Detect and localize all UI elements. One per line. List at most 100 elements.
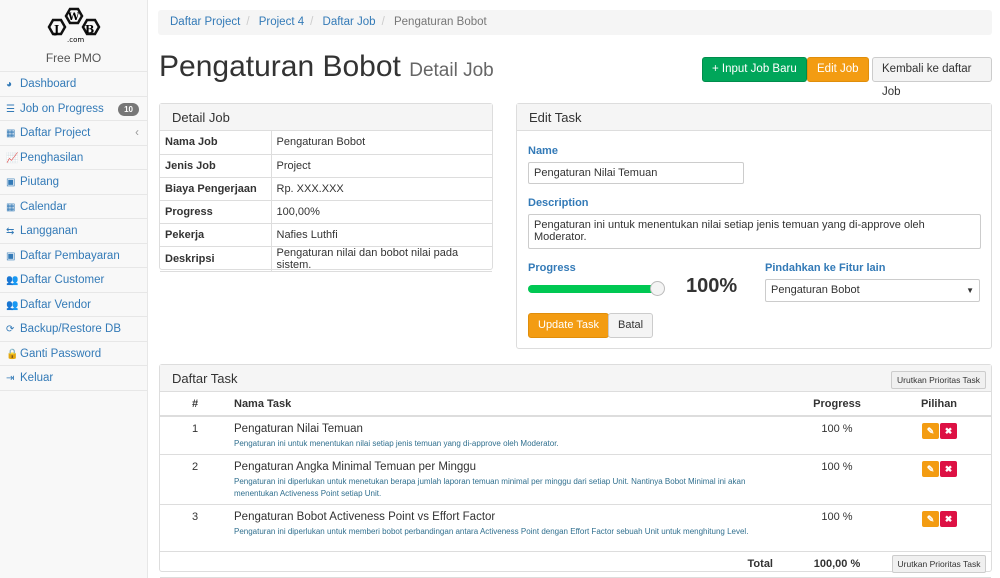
sidebar-item-backup-restore-db[interactable]: ⟳ Backup/Restore DB bbox=[0, 317, 147, 342]
count-badge: 10 bbox=[118, 102, 139, 116]
sidebar-item-label: Penghasilan bbox=[20, 151, 84, 164]
sidebar-item-job-on-progress[interactable]: ☰ Job on Progress 10 bbox=[0, 97, 147, 121]
dashboard-icon: ◕ bbox=[6, 79, 13, 90]
daftar-task-heading: Daftar Task bbox=[172, 371, 238, 386]
edit-task-panel: Edit Task Name Pengaturan Nilai Temuan D… bbox=[516, 103, 992, 349]
detail-job-panel: Detail Job Nama Job Pengaturan Bobot Jenis… bbox=[159, 103, 493, 272]
task-name: Pengaturan Nilai Temuan bbox=[234, 423, 363, 435]
sidebar-item-daftar-customer[interactable]: 👥 Daftar Customer bbox=[0, 268, 147, 293]
description-input[interactable]: Pengaturan ini untuk menentukan nilai se… bbox=[528, 214, 981, 249]
svg-text:J: J bbox=[53, 23, 59, 36]
move-feature-label: Pindahkan ke Fitur lain bbox=[765, 262, 886, 274]
edit-job-button[interactable]: Edit Job bbox=[807, 57, 869, 82]
task-progress: 100 % bbox=[787, 454, 887, 505]
detail-key: Nama Job bbox=[160, 131, 272, 155]
total-row: Total 100,00 % Urutkan Prioritas Task bbox=[160, 551, 991, 578]
sidebar-item-penghasilan[interactable]: 📈 Penghasilan bbox=[0, 146, 147, 170]
update-task-button[interactable]: Update Task bbox=[528, 313, 609, 338]
task-name: Pengaturan Angka Minimal Temuan per Ming… bbox=[234, 461, 477, 473]
table-icon: ▦ bbox=[6, 128, 16, 139]
name-label: Name bbox=[528, 145, 558, 157]
sidebar-item-dashboard[interactable]: ◕ Dashboard bbox=[0, 72, 147, 97]
delete-icon[interactable]: ✖ bbox=[940, 423, 957, 439]
detail-value: Project bbox=[271, 154, 492, 178]
progress-slider[interactable] bbox=[528, 281, 665, 296]
app-name: Free PMO bbox=[45, 51, 102, 65]
line-chart-icon: 📈 bbox=[6, 152, 19, 164]
tasks-icon: ☰ bbox=[6, 103, 15, 115]
col-pilihan: Pilihan bbox=[887, 392, 991, 417]
breadcrumb-current: Pengaturan Bobot bbox=[393, 16, 487, 28]
table-row: 3 Pengaturan Bobot Activeness Point vs Ef… bbox=[160, 504, 991, 552]
total-value: 100,00 % bbox=[787, 551, 887, 578]
edit-icon[interactable]: ✎ bbox=[922, 461, 939, 477]
logo[interactable]: J W B .com Free PMO bbox=[0, 0, 147, 72]
task-name: Pengaturan Bobot Activeness Point vs Eff… bbox=[234, 511, 496, 523]
chevron-left-icon[interactable]: ‹ bbox=[135, 127, 139, 139]
sidebar-item-label: Ganti Password bbox=[20, 347, 102, 360]
money-icon: ▣ bbox=[6, 177, 16, 188]
svg-text:W: W bbox=[67, 12, 80, 23]
sidebar-item-label: Daftar Pembayaran bbox=[20, 249, 120, 262]
sidebar-item-label: Job on Progress bbox=[20, 102, 104, 115]
task-number: 3 bbox=[160, 504, 230, 552]
progress-slider-fill bbox=[528, 285, 658, 293]
sidebar-item-label: Piutang bbox=[20, 176, 60, 188]
breadcrumb: Daftar Project / Project 4/ Daftar Job / P… bbox=[158, 10, 992, 35]
detail-value: Rp. XXX.XXX bbox=[271, 177, 492, 201]
lock-icon: 🔒 bbox=[6, 348, 19, 360]
sidebar-item-keluar[interactable]: ⇥ Keluar bbox=[0, 366, 147, 391]
svg-text:B: B bbox=[85, 23, 94, 36]
retweet-icon: ⇆ bbox=[6, 226, 15, 237]
progress-label: Progress bbox=[528, 262, 576, 274]
table-row: 1 Pengaturan Nilai Temuan Pengaturan ini u… bbox=[160, 416, 991, 455]
detail-value: Nafies Luthfi bbox=[271, 223, 492, 247]
sort-priority-button-bottom[interactable]: Urutkan Prioritas Task bbox=[891, 555, 987, 573]
sidebar-item-calendar[interactable]: ▦ Calendar bbox=[0, 195, 147, 219]
daftar-task-title: Daftar Task Urutkan Prioritas Task bbox=[160, 365, 991, 392]
col-nama-task: Nama Task bbox=[230, 392, 787, 417]
name-input[interactable]: Pengaturan Nilai Temuan bbox=[528, 162, 744, 184]
users-icon: 👥 bbox=[6, 275, 19, 286]
delete-icon[interactable]: ✖ bbox=[940, 511, 957, 527]
sidebar-item-daftar-pembayaran[interactable]: ▣ Daftar Pembayaran bbox=[0, 244, 147, 268]
sidebar-item-label: Keluar bbox=[20, 372, 54, 384]
sidebar-item-label: Backup/Restore DB bbox=[20, 323, 121, 335]
detail-value: 100,00% bbox=[271, 200, 492, 224]
table-row: 2 Pengaturan Angka Minimal Temuan per Min… bbox=[160, 454, 991, 505]
task-description: Pengaturan ini diperlukan untuk menetuka… bbox=[234, 477, 746, 498]
sidebar-item-label: Calendar bbox=[20, 200, 67, 213]
progress-slider-handle[interactable] bbox=[650, 281, 665, 296]
caret-down-icon: ▼ bbox=[966, 286, 974, 295]
task-description: Pengaturan ini untuk menentukan nilai se… bbox=[234, 439, 559, 448]
calendar-icon: ▦ bbox=[6, 201, 16, 213]
sidebar-item-langganan[interactable]: ⇆ Langganan bbox=[0, 219, 147, 244]
batal-button[interactable]: Batal bbox=[608, 313, 654, 338]
sidebar-item-label: Daftar Vendor bbox=[20, 298, 91, 311]
sidebar-item-piutang[interactable]: ▣ Piutang bbox=[0, 170, 147, 195]
edit-icon[interactable]: ✎ bbox=[922, 423, 939, 439]
sidebar-item-label: Langganan bbox=[20, 225, 78, 237]
task-progress: 100 % bbox=[787, 504, 887, 552]
breadcrumb-project[interactable]: Project 4 bbox=[258, 16, 305, 28]
breadcrumb-daftar-job[interactable]: Daftar Job bbox=[322, 16, 376, 28]
breadcrumb-daftar-project[interactable]: Daftar Project bbox=[170, 16, 241, 28]
money-icon: ▣ bbox=[6, 250, 16, 262]
col-no: # bbox=[160, 392, 230, 417]
sort-priority-button-top[interactable]: Urutkan Prioritas Task bbox=[891, 371, 986, 389]
sidebar-item-daftar-vendor[interactable]: 👥 Daftar Vendor bbox=[0, 293, 147, 317]
page-subtitle: Detail Job bbox=[409, 60, 494, 81]
jwb-logo-icon: J W B .com bbox=[47, 7, 100, 44]
kembali-button[interactable]: Kembali ke daftar Job bbox=[872, 57, 992, 98]
delete-icon[interactable]: ✖ bbox=[940, 461, 957, 477]
detail-key: Deskripsi bbox=[160, 246, 272, 272]
sidebar-item-daftar-project[interactable]: ▦ Daftar Project ‹ bbox=[0, 121, 147, 146]
page-title: Pengaturan Bobot Detail Job bbox=[159, 50, 494, 84]
sidebar-item-ganti-password[interactable]: 🔒 Ganti Password bbox=[0, 342, 147, 366]
edit-icon[interactable]: ✎ bbox=[922, 511, 939, 527]
detail-row: Nama Job Pengaturan Bobot bbox=[160, 131, 492, 155]
move-feature-select[interactable]: Pengaturan Bobot ▼ bbox=[765, 279, 980, 302]
detail-job-title: Detail Job bbox=[160, 104, 492, 131]
detail-key: Progress bbox=[160, 200, 272, 224]
input-job-baru-button[interactable]: + Input Job Baru bbox=[702, 57, 807, 82]
